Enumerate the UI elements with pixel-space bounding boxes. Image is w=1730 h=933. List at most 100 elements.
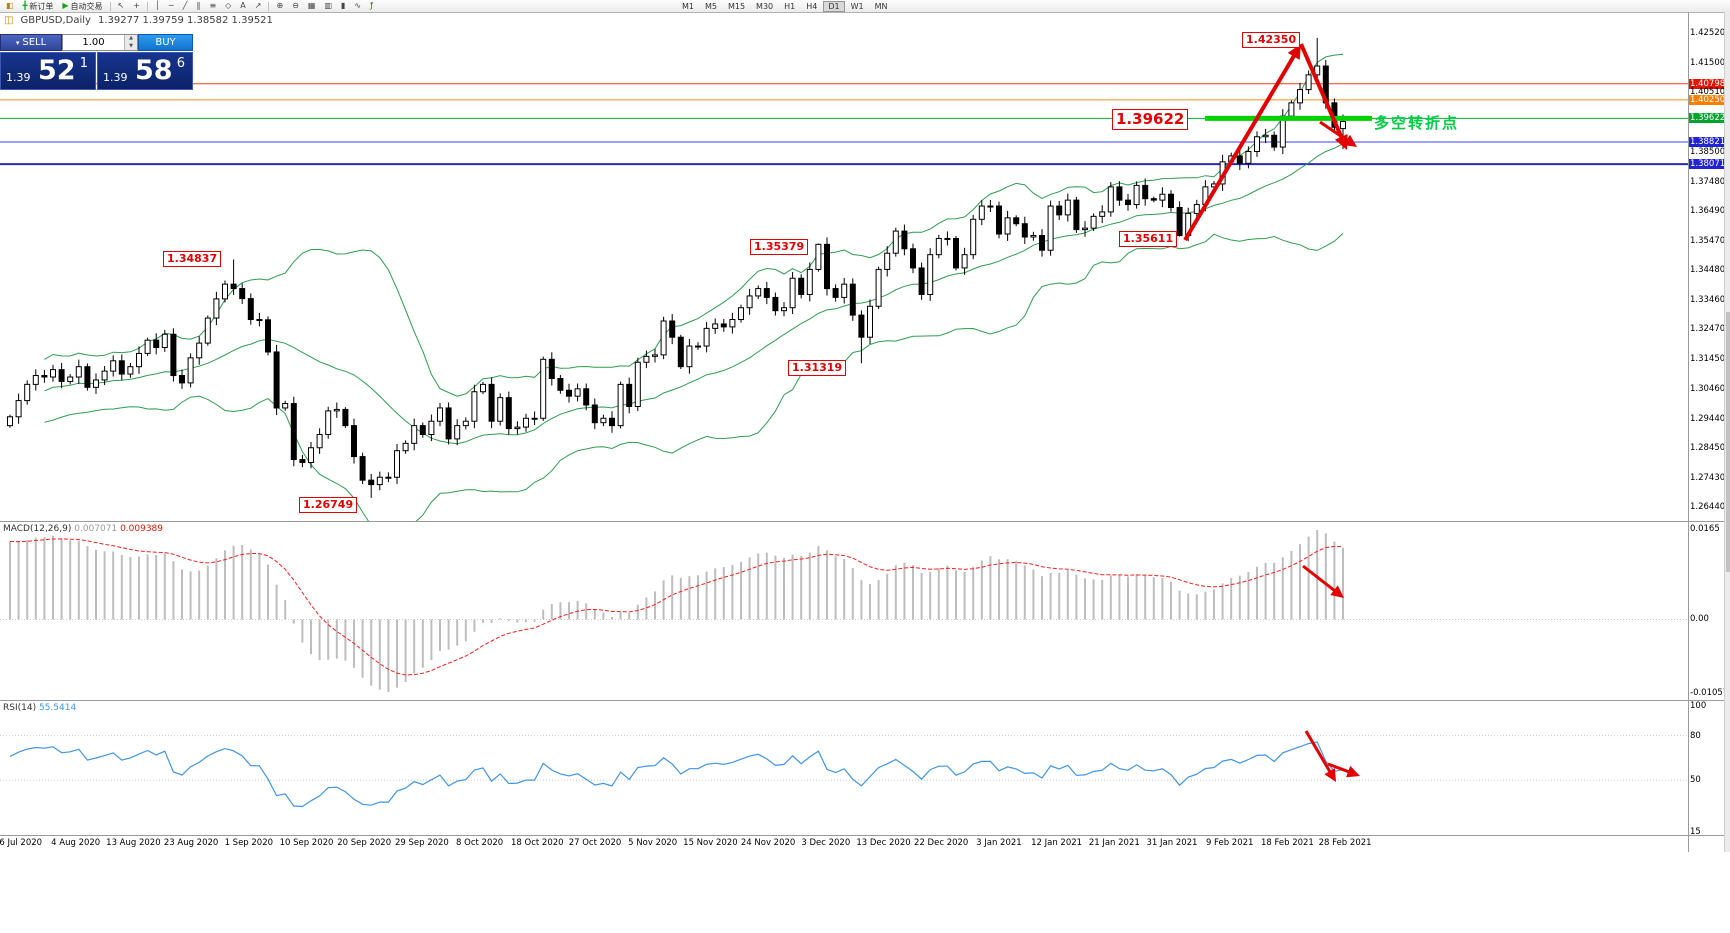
date-label: 27 Oct 2020 xyxy=(568,838,622,848)
price-axis[interactable]: 1.42520 1.41500 1.40798 1.40510 1.40250 1.396… xyxy=(1689,0,1730,933)
timeframe-m15[interactable]: M15 xyxy=(727,1,746,11)
date-label: 18 Feb 2021 xyxy=(1260,838,1314,848)
date-label: 21 Jan 2021 xyxy=(1088,838,1140,848)
plus-icon: ╋ xyxy=(22,1,28,10)
fibonacci-button[interactable]: ≡ xyxy=(205,1,220,12)
indicators-button[interactable]: ƒ xyxy=(366,1,377,12)
price-axis-label: 1.27430 xyxy=(1690,472,1726,483)
timeframe-m1[interactable]: M1 xyxy=(681,1,694,11)
line-chart-button[interactable]: ∿ xyxy=(350,1,365,12)
price-axis-label: 1.34480 xyxy=(1690,265,1726,275)
price-axis-label: 1.26440 xyxy=(1690,502,1726,512)
macd-canvas[interactable] xyxy=(0,522,1688,700)
volume-decrease-button[interactable]: ▼ xyxy=(125,42,137,50)
zoom-out-icon: ⊖ xyxy=(292,1,299,10)
price-axis-separator xyxy=(1688,12,1689,852)
indicator-axis-label: 100 xyxy=(1690,701,1707,711)
top-toolbar: ◧ ╋ 新订单 ▶ 自动交易 ↖ + │ ─ ╱ ∥ ≡ ◇ A ↗ ⊕ ⊖ ▦ ▥ ▮ ∿ ƒ M1 M5 M15 M30 H1… xyxy=(0,0,1730,13)
sell-price-big: 52 xyxy=(38,55,76,86)
indicator-axis-label: 0.0165 xyxy=(1690,524,1720,534)
timeframe-h4[interactable]: H4 xyxy=(806,1,818,11)
charts-window-button[interactable]: ◧ xyxy=(2,1,18,12)
buy-button[interactable]: BUY xyxy=(138,34,193,51)
indicator-axis-label: -0.010571 xyxy=(1690,688,1730,698)
date-label: 3 Jan 2021 xyxy=(976,838,1022,848)
timeframe-m30[interactable]: M30 xyxy=(756,1,774,11)
date-label: 12 Jan 2021 xyxy=(1031,838,1083,848)
price-axis-label: 1.42520 xyxy=(1690,28,1726,38)
timeframe-w1[interactable]: W1 xyxy=(850,1,864,11)
timeframe-m5[interactable]: M5 xyxy=(704,1,717,11)
arrow-objects-button[interactable]: ↗ xyxy=(251,1,266,12)
indicator-axis-label: 80 xyxy=(1690,730,1701,741)
vertical-line-icon: │ xyxy=(154,1,160,10)
bar-chart-button[interactable]: ▥ xyxy=(320,1,336,12)
date-label: 8 Oct 2020 xyxy=(456,838,504,848)
volume-increase-button[interactable]: ▲ xyxy=(125,35,137,43)
arrow-icon: ↗ xyxy=(254,1,262,10)
price-axis-label: 1.37480 xyxy=(1690,176,1726,187)
sell-button[interactable]: ▾ SELL xyxy=(0,34,62,51)
macd-main-value: 0.007071 xyxy=(74,524,118,534)
date-label: 28 Feb 2021 xyxy=(1318,838,1372,848)
sell-price-display[interactable]: 1.39 52 1 xyxy=(0,52,96,90)
toolbar-separator xyxy=(109,1,111,11)
panel-separator[interactable] xyxy=(0,521,1730,522)
price-axis-label: 1.38821 xyxy=(1689,137,1726,148)
date-label: 4 Aug 2020 xyxy=(51,838,101,848)
panel-separator[interactable] xyxy=(0,700,1730,701)
indicator-axis-label: 50 xyxy=(1690,775,1701,786)
buy-price-small: 1.39 xyxy=(103,71,128,84)
date-label: 22 Dec 2020 xyxy=(914,838,969,848)
trendline-button[interactable]: ╱ xyxy=(179,1,192,12)
zoom-in-icon: ⊕ xyxy=(276,1,284,10)
timeframe-h1[interactable]: H1 xyxy=(784,1,796,11)
one-click-trading-widget: ▾ SELL ▲ ▼ BUY 1.39 52 1 1.39 58 6 xyxy=(0,34,193,90)
panel-separator[interactable] xyxy=(0,835,1730,836)
chart-symbol-icon: ◫ xyxy=(4,15,14,26)
new-order-button[interactable]: ╋ 新订单 xyxy=(19,1,58,12)
volume-stepper: ▲ ▼ xyxy=(62,34,138,51)
date-label: 24 Nov 2020 xyxy=(740,838,796,848)
crosshair-button[interactable]: + xyxy=(129,1,144,12)
chart-symbol-period: GBPUSD,Daily xyxy=(20,15,91,26)
autotrading-button[interactable]: ▶ 自动交易 xyxy=(58,1,106,12)
rsi-name: RSI(14) xyxy=(3,703,37,713)
candle-chart-button[interactable]: ▮ xyxy=(337,1,349,12)
date-label: 15 Nov 2020 xyxy=(683,838,738,848)
rsi-label: RSI(14) 55.5414 xyxy=(3,703,76,713)
horizontal-line-button[interactable]: ─ xyxy=(165,1,178,12)
text-icon: A xyxy=(240,1,246,10)
sell-price-small: 1.39 xyxy=(6,71,31,84)
buy-price-display[interactable]: 1.39 58 6 xyxy=(97,52,193,90)
date-label: 20 Sep 2020 xyxy=(337,838,392,848)
tile-windows-button[interactable]: ▦ xyxy=(304,1,320,12)
price-axis-label: 1.28450 xyxy=(1690,442,1726,453)
bar-chart-icon: ▥ xyxy=(324,1,333,10)
timeframe-d1[interactable]: D1 xyxy=(823,0,845,12)
new-order-button-label: 新订单 xyxy=(29,1,54,11)
rsi-value: 55.5414 xyxy=(38,703,77,713)
shapes-button[interactable]: ◇ xyxy=(221,1,235,12)
price-axis-label: 1.38071 xyxy=(1689,159,1726,170)
timeframe-toolbar: M1 M5 M15 M30 H1 H4 D1 W1 MN xyxy=(677,0,893,12)
text-label-button[interactable]: A xyxy=(236,1,249,12)
rsi-canvas[interactable] xyxy=(0,701,1688,835)
main-chart-canvas[interactable] xyxy=(0,12,1688,521)
channel-button[interactable]: ∥ xyxy=(192,1,204,12)
indicator-axis-label: 0.00 xyxy=(1690,614,1709,625)
vertical-scrollbar[interactable] xyxy=(1724,12,1730,852)
date-label: 10 Sep 2020 xyxy=(279,838,334,848)
buy-price-big: 58 xyxy=(135,55,173,86)
volume-input[interactable] xyxy=(63,35,124,50)
cursor-button[interactable]: ↖ xyxy=(114,1,129,12)
date-label: 29 Sep 2020 xyxy=(394,838,449,848)
toolbar-buttons: ◧ ╋ 新订单 ▶ 自动交易 ↖ + │ ─ ╱ ∥ ≡ ◇ A ↗ ⊕ ⊖ ▦ ▥ ▮ ∿ ƒ xyxy=(2,1,377,12)
timeframe-mn[interactable]: MN xyxy=(874,1,888,11)
zoom-out-button[interactable]: ⊖ xyxy=(288,1,303,12)
zoom-in-button[interactable]: ⊕ xyxy=(272,1,287,12)
scrollbar-thumb[interactable] xyxy=(1726,312,1730,572)
vertical-line-button[interactable]: │ xyxy=(151,1,164,12)
macd-signal-value: 0.009389 xyxy=(120,524,164,534)
